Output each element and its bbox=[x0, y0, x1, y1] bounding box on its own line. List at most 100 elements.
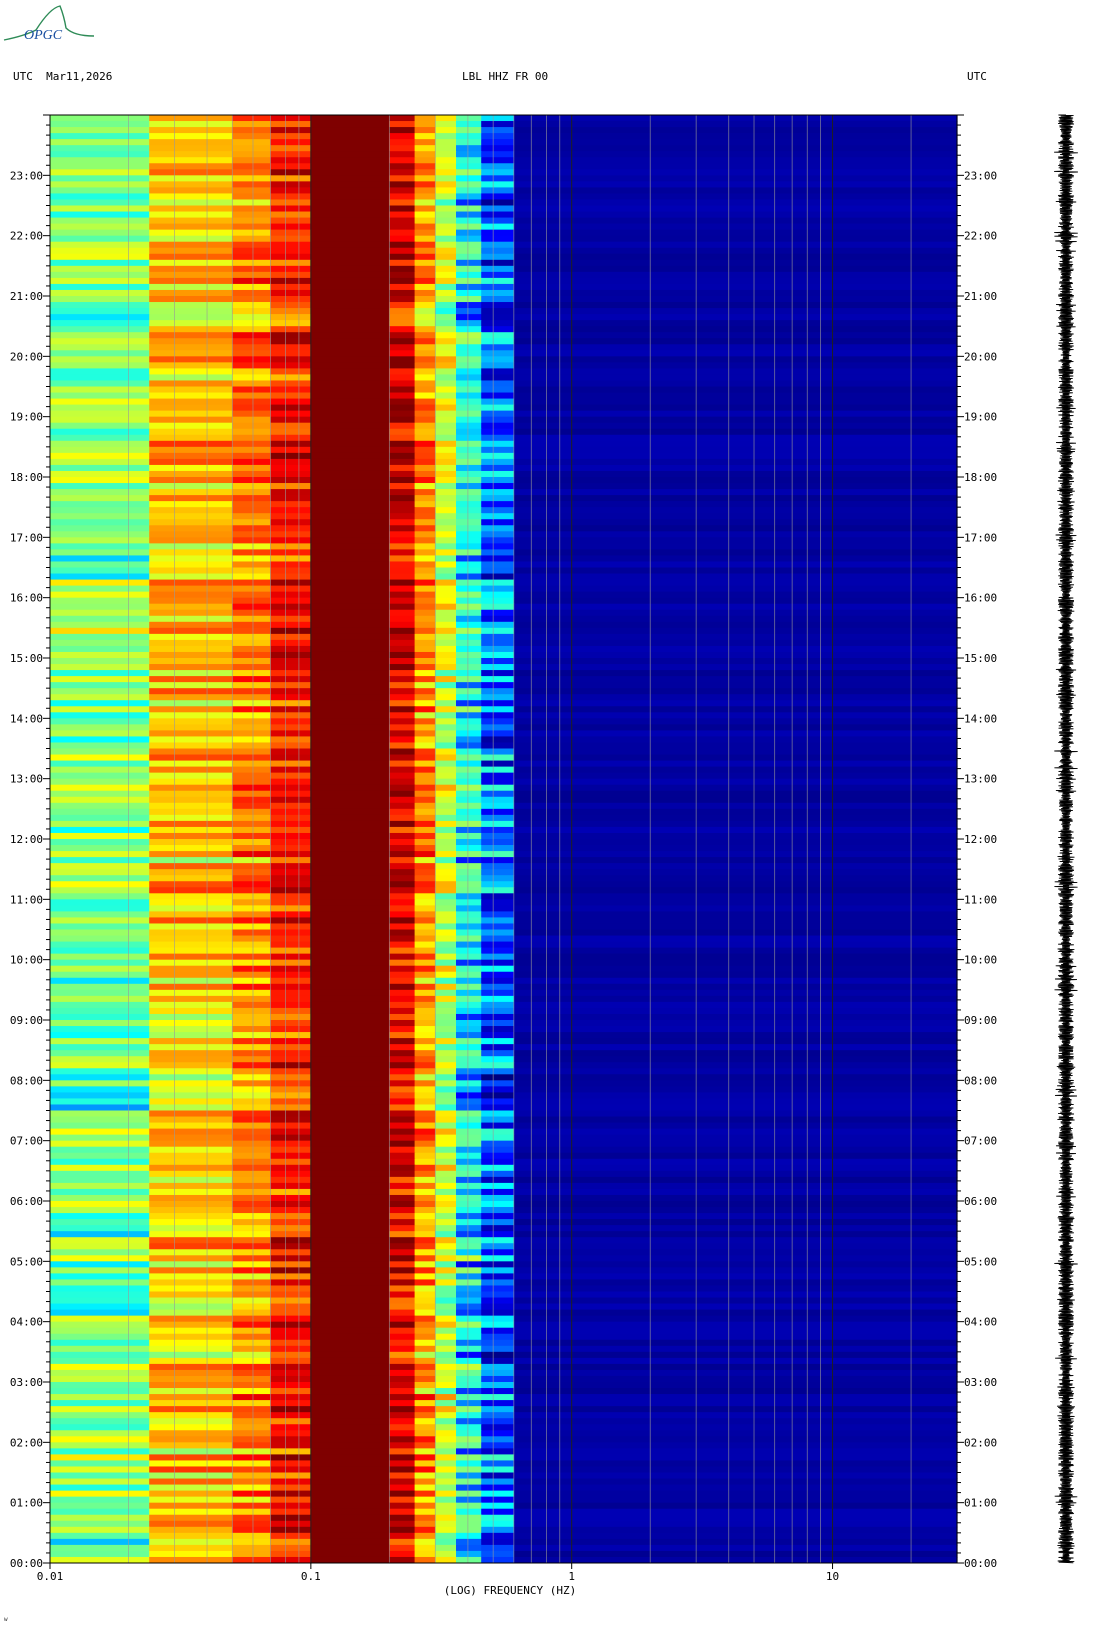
spectrogram-cell bbox=[435, 531, 457, 538]
spectrogram-cell bbox=[232, 1140, 271, 1148]
spectrogram-cell bbox=[232, 338, 271, 345]
spectrogram-cell bbox=[435, 688, 457, 695]
spectrogram-cell bbox=[270, 392, 312, 400]
spectrogram-cell bbox=[435, 1225, 457, 1232]
spectrogram-cell bbox=[389, 748, 416, 756]
spectrogram-cell bbox=[270, 235, 312, 243]
spectrogram-cell bbox=[481, 470, 515, 478]
spectrogram-row bbox=[50, 1134, 958, 1142]
spectrogram-cell bbox=[435, 983, 457, 991]
spectrogram-cell bbox=[389, 217, 416, 225]
spectrogram-cell bbox=[414, 1134, 436, 1142]
spectrogram-cell bbox=[456, 308, 482, 315]
spectrogram-cell bbox=[456, 1122, 482, 1130]
spectrogram-cell bbox=[50, 157, 150, 164]
spectrogram-row bbox=[50, 1448, 958, 1455]
spectrogram-cell bbox=[389, 350, 416, 357]
spectrogram-cell bbox=[481, 1436, 515, 1443]
spectrogram-cell bbox=[270, 163, 312, 170]
spectrogram-cell bbox=[513, 929, 958, 937]
spectrogram-cell bbox=[389, 1194, 416, 1202]
spectrogram-cell bbox=[232, 1291, 271, 1299]
spectrogram-cell bbox=[481, 965, 515, 973]
y-tick-label-right: 17:00 bbox=[964, 531, 997, 544]
y-tick-label-left: 16:00 bbox=[10, 592, 43, 605]
spectrogram-cell bbox=[50, 271, 150, 279]
spectrogram-cell bbox=[435, 645, 457, 653]
spectrogram-cell bbox=[414, 543, 436, 550]
spectrogram-cell bbox=[456, 1544, 482, 1552]
spectrogram-cell bbox=[50, 483, 150, 490]
spectrogram-cell bbox=[310, 151, 390, 158]
spectrogram-row bbox=[50, 1044, 958, 1051]
spectrogram-cell bbox=[456, 1357, 482, 1365]
spectrogram-cell bbox=[435, 1333, 457, 1341]
spectrogram-cell bbox=[435, 115, 457, 122]
spectrogram-cell bbox=[456, 1001, 482, 1009]
spectrogram-row bbox=[50, 808, 958, 816]
spectrogram-cell bbox=[513, 863, 958, 870]
spectrogram-cell bbox=[50, 923, 150, 930]
spectrogram-cell bbox=[310, 163, 390, 170]
spectrogram-cell bbox=[389, 881, 416, 888]
spectrogram-cell bbox=[481, 742, 515, 749]
spectrogram-cell bbox=[389, 1170, 416, 1178]
header-utc-left: UTC bbox=[13, 70, 33, 83]
spectrogram-cell bbox=[435, 1520, 457, 1528]
spectrogram-cell bbox=[389, 1068, 416, 1075]
spectrogram-cell bbox=[149, 1412, 233, 1419]
spectrogram-cell bbox=[232, 965, 271, 973]
spectrogram-cell bbox=[414, 814, 436, 822]
spectrogram-cell bbox=[481, 235, 515, 243]
spectrogram-cell bbox=[435, 1508, 457, 1516]
spectrogram-cell bbox=[270, 796, 312, 804]
spectrogram-cell bbox=[389, 386, 416, 394]
spectrogram-cell bbox=[310, 1520, 390, 1528]
spectrogram-cell bbox=[50, 802, 150, 810]
spectrogram-cell bbox=[310, 410, 390, 418]
spectrogram-cell bbox=[232, 1062, 271, 1069]
spectrogram-row bbox=[50, 1074, 958, 1081]
spectrogram-cell bbox=[513, 519, 958, 526]
spectrogram-cell bbox=[414, 561, 436, 568]
spectrogram-cell bbox=[513, 350, 958, 357]
spectrogram-cell bbox=[481, 627, 515, 635]
spectrogram-row bbox=[50, 1110, 958, 1118]
spectrogram-cell bbox=[50, 386, 150, 394]
spectrogram-cell bbox=[414, 1363, 436, 1371]
spectrogram-cell bbox=[389, 790, 416, 798]
spectrogram-row bbox=[50, 1050, 958, 1057]
spectrogram-cell bbox=[232, 1207, 271, 1214]
spectrogram-cell bbox=[50, 1430, 150, 1437]
spectrogram-cell bbox=[270, 1309, 312, 1317]
spectrogram-cell bbox=[310, 169, 390, 176]
spectrogram-cell bbox=[50, 380, 150, 387]
spectrogram-cell bbox=[456, 531, 482, 538]
spectrogram-cell bbox=[389, 404, 416, 412]
spectrogram-cell bbox=[232, 1400, 271, 1407]
spectrogram-cell bbox=[389, 483, 416, 490]
spectrogram-cell bbox=[389, 1225, 416, 1232]
spectrogram-cell bbox=[310, 1273, 390, 1280]
spectrogram-cell bbox=[513, 1098, 958, 1105]
spectrogram-cell bbox=[232, 1297, 271, 1305]
spectrogram-cell bbox=[149, 326, 233, 333]
spectrogram-cell bbox=[513, 217, 958, 225]
spectrogram-cell bbox=[389, 1267, 416, 1274]
spectrogram-cell bbox=[270, 591, 312, 599]
spectrogram-cell bbox=[310, 241, 390, 249]
spectrogram-cell bbox=[481, 664, 515, 671]
spectrogram-cell bbox=[389, 1339, 416, 1347]
spectrogram-cell bbox=[513, 1532, 958, 1540]
spectrogram-cell bbox=[481, 404, 515, 412]
spectrogram-cell bbox=[513, 953, 958, 961]
spectrogram-cell bbox=[149, 718, 233, 725]
spectrogram-row bbox=[50, 682, 958, 689]
spectrogram-row bbox=[50, 157, 958, 164]
spectrogram-cell bbox=[149, 573, 233, 581]
spectrogram-cell bbox=[456, 392, 482, 400]
spectrogram-cell bbox=[414, 887, 436, 894]
spectrogram-cell bbox=[513, 1357, 958, 1365]
spectrogram-cell bbox=[456, 1400, 482, 1407]
spectrogram-cell bbox=[435, 664, 457, 671]
